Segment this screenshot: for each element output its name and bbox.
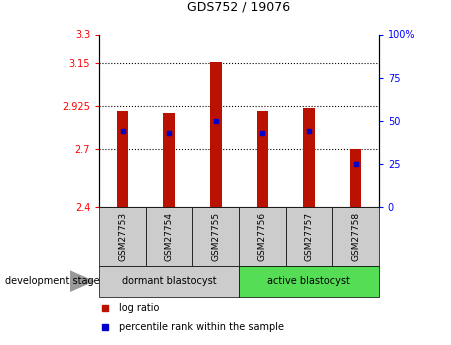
- Text: GSM27757: GSM27757: [304, 212, 313, 261]
- Bar: [117, 111, 129, 207]
- Bar: [350, 149, 361, 207]
- Bar: [303, 108, 315, 207]
- Text: GSM27756: GSM27756: [258, 212, 267, 261]
- Bar: [163, 113, 175, 207]
- FancyBboxPatch shape: [99, 266, 239, 297]
- FancyBboxPatch shape: [146, 207, 193, 266]
- FancyBboxPatch shape: [99, 207, 146, 266]
- FancyBboxPatch shape: [285, 207, 332, 266]
- Text: active blastocyst: active blastocyst: [267, 276, 350, 286]
- Text: percentile rank within the sample: percentile rank within the sample: [119, 323, 284, 333]
- Text: GSM27755: GSM27755: [211, 212, 220, 261]
- FancyBboxPatch shape: [239, 266, 379, 297]
- Text: GSM27758: GSM27758: [351, 212, 360, 261]
- Bar: [257, 111, 268, 207]
- FancyBboxPatch shape: [239, 207, 285, 266]
- FancyBboxPatch shape: [332, 207, 379, 266]
- Text: development stage: development stage: [5, 276, 99, 286]
- Text: GSM27754: GSM27754: [165, 212, 174, 261]
- Bar: [210, 62, 221, 207]
- Text: log ratio: log ratio: [119, 304, 159, 314]
- Polygon shape: [70, 270, 95, 292]
- Text: GSM27753: GSM27753: [118, 212, 127, 261]
- FancyBboxPatch shape: [193, 207, 239, 266]
- Text: GDS752 / 19076: GDS752 / 19076: [188, 1, 290, 14]
- Text: dormant blastocyst: dormant blastocyst: [122, 276, 216, 286]
